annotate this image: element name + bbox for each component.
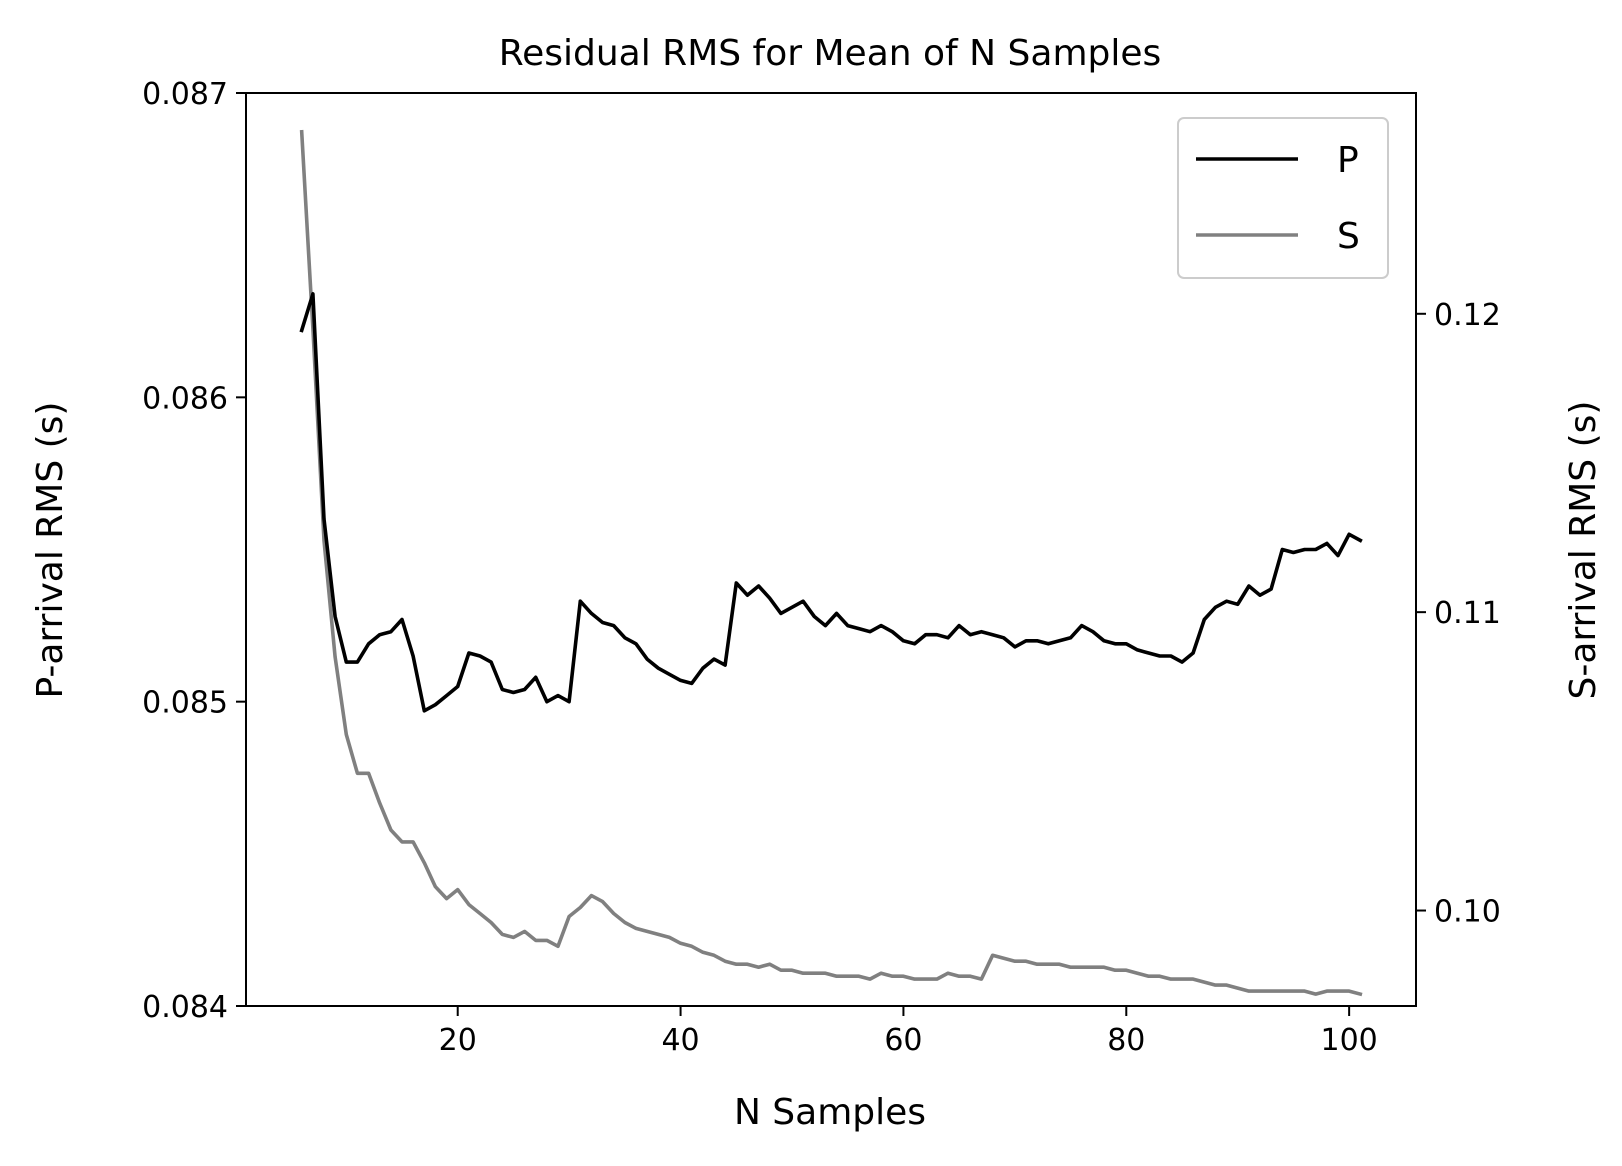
y-tick-label-left: 0.085 <box>142 686 228 721</box>
y-tick-label-right: 0.10 <box>1434 895 1501 930</box>
y-tick-label-right: 0.12 <box>1434 298 1501 333</box>
y-tick-label-left: 0.084 <box>142 990 228 1025</box>
chart-title: Residual RMS for Mean of N Samples <box>499 33 1162 74</box>
y-tick-label-right: 0.11 <box>1434 596 1501 631</box>
legend-label-p: P <box>1337 140 1359 181</box>
x-tick-label: 60 <box>884 1023 922 1058</box>
legend-label-s: S <box>1337 216 1360 257</box>
y-axis-title-right: S-arrival RMS (s) <box>1563 401 1604 700</box>
series-line-s <box>299 129 1363 997</box>
legend: PS <box>1177 117 1389 279</box>
y-tick-label-left: 0.086 <box>142 381 228 416</box>
series-line-p <box>299 292 1363 713</box>
y-tick-label-left: 0.087 <box>142 77 228 112</box>
plot-area <box>299 129 1363 997</box>
x-tick-label: 80 <box>1107 1023 1145 1058</box>
plot-frame <box>245 92 1417 1007</box>
x-axis-title: N Samples <box>734 1092 926 1133</box>
x-tick-label: 20 <box>439 1023 477 1058</box>
x-tick-label: 40 <box>661 1023 699 1058</box>
x-tick-label: 100 <box>1321 1023 1378 1058</box>
y-axis-title-left: P-arrival RMS (s) <box>30 402 71 699</box>
axes: 20 40 60 80 100 0.084 0.085 0.086 0.087 0.10 0.11 0… <box>142 77 1501 1058</box>
